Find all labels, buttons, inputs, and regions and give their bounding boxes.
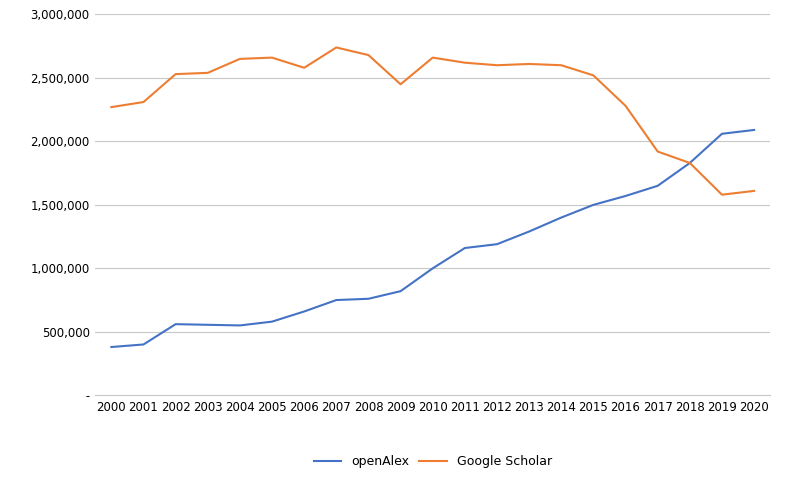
Google Scholar xyxy=(492,62,502,68)
Google Scholar xyxy=(524,61,534,67)
Google Scholar xyxy=(396,81,406,87)
openAlex xyxy=(428,266,437,271)
openAlex xyxy=(750,127,759,133)
Google Scholar xyxy=(364,52,373,58)
openAlex xyxy=(171,321,180,327)
openAlex xyxy=(203,322,213,328)
Google Scholar xyxy=(685,160,695,166)
openAlex xyxy=(396,288,406,294)
openAlex xyxy=(524,228,534,234)
Line: openAlex: openAlex xyxy=(111,130,754,347)
openAlex xyxy=(685,160,695,166)
Google Scholar xyxy=(139,99,148,105)
Legend: openAlex, Google Scholar: openAlex, Google Scholar xyxy=(314,455,552,468)
openAlex xyxy=(139,342,148,348)
openAlex xyxy=(106,344,116,350)
Google Scholar xyxy=(588,72,598,78)
openAlex xyxy=(299,308,309,314)
Google Scholar xyxy=(106,104,116,110)
openAlex xyxy=(717,131,727,137)
Google Scholar xyxy=(460,60,469,66)
Google Scholar xyxy=(332,44,341,50)
Google Scholar xyxy=(621,103,630,109)
Google Scholar xyxy=(171,71,180,77)
Google Scholar xyxy=(428,55,437,61)
openAlex xyxy=(492,241,502,247)
openAlex xyxy=(557,214,566,220)
openAlex xyxy=(653,183,662,189)
Google Scholar xyxy=(268,55,277,61)
openAlex xyxy=(364,296,373,302)
Google Scholar xyxy=(235,56,245,62)
Google Scholar xyxy=(653,148,662,154)
Google Scholar xyxy=(717,192,727,198)
openAlex xyxy=(621,193,630,199)
Line: Google Scholar: Google Scholar xyxy=(111,47,754,195)
openAlex xyxy=(268,319,277,324)
openAlex xyxy=(460,245,469,251)
Google Scholar xyxy=(557,62,566,68)
Google Scholar xyxy=(299,65,309,71)
Google Scholar xyxy=(203,70,213,76)
Google Scholar xyxy=(750,188,759,194)
openAlex xyxy=(588,202,598,208)
openAlex xyxy=(235,322,245,328)
openAlex xyxy=(332,297,341,303)
